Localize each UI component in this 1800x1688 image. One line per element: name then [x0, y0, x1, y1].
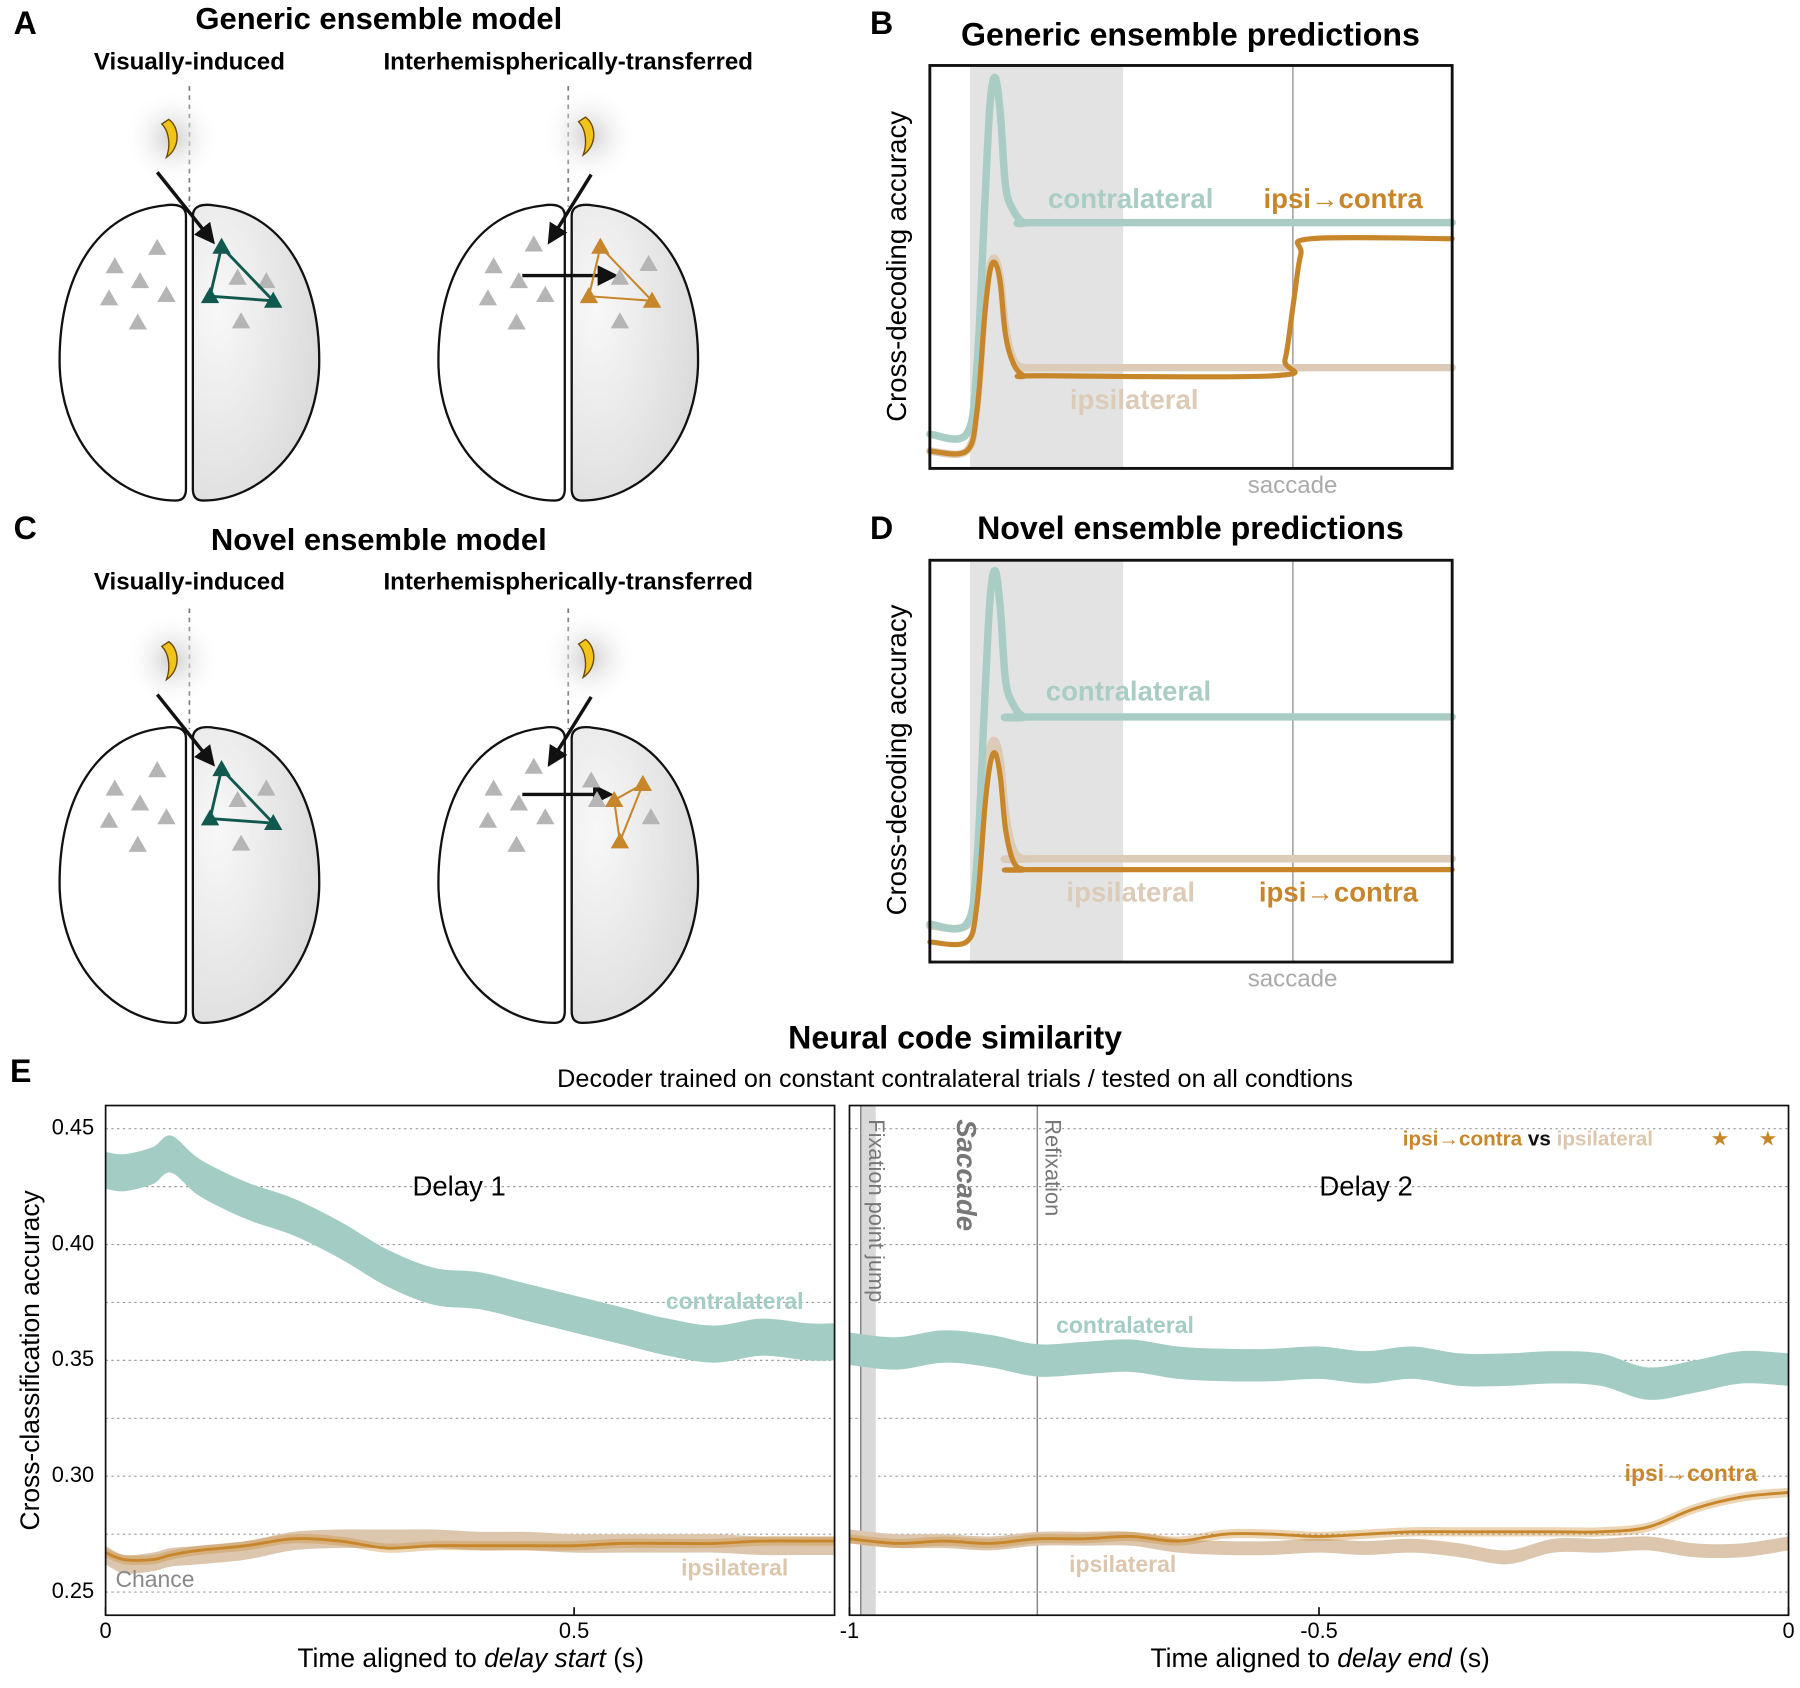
arrow — [155, 171, 215, 245]
significance-marker: ★ — [1759, 1128, 1778, 1151]
event-label: Refixation — [1040, 1119, 1065, 1216]
x-tick-label: -1 — [840, 1618, 859, 1643]
diagram-label: Visually-induced — [94, 569, 285, 596]
plot-frame — [928, 64, 1454, 470]
x-tick-label: -0.5 — [1300, 1618, 1338, 1643]
saccade-label: saccade — [1248, 472, 1338, 499]
diagram-label: Visually-induced — [94, 49, 285, 76]
diagram-label: Interhemispherically-transferred — [383, 569, 753, 596]
series-label: ipsilateral — [681, 1554, 788, 1580]
y-tick-label: 0.45 — [52, 1114, 94, 1139]
ensemble — [208, 243, 277, 303]
plot-frame — [928, 558, 1454, 964]
diagram-label: Interhemispherically-transferred — [383, 49, 753, 76]
x-tick-label: 0.5 — [559, 1618, 589, 1643]
series-label: contralateral — [1046, 676, 1211, 707]
banana-stimulus — [540, 86, 638, 185]
delay-label: Delay 1 — [412, 1170, 505, 1201]
diagram-title: Novel ensemble model — [211, 522, 547, 557]
mean-line — [105, 1537, 835, 1562]
panel-letter: D — [870, 510, 893, 546]
series-label: contralateral — [1056, 1312, 1194, 1338]
x-axis-label-part: Time aligned to — [1150, 1643, 1337, 1673]
saccade-label: saccade — [1248, 966, 1338, 993]
brain-transfer — [438, 608, 698, 1022]
series-line — [926, 566, 1456, 933]
y-axis-label: Cross-decoding accuracy — [881, 604, 912, 915]
y-axis-label: Cross-classification accuracy — [15, 1189, 45, 1530]
x-axis-label: Time aligned to delay end (s) — [1150, 1643, 1489, 1673]
x-tick-label: 0 — [100, 1618, 112, 1643]
accuracy-chart: -1 -0.5 0 Fixation point jump Refixation Sacc… — [840, 1104, 1795, 1673]
significance-label-part: vs — [1522, 1128, 1556, 1151]
banana-stimulus — [123, 611, 222, 710]
x-axis-label-part: (s) — [1452, 1643, 1490, 1673]
prediction-chart: contralateral ipsilateral ipsi→contra Novel… — [881, 510, 1456, 993]
chart-title: Generic ensemble predictions — [961, 16, 1420, 52]
arrow — [547, 173, 593, 245]
series-line — [927, 234, 1455, 457]
delay-label: Delay 2 — [1319, 1170, 1412, 1201]
significance-label: ipsi→contra vs ipsilateral — [1403, 1128, 1653, 1151]
x-tick-label: 0 — [1782, 1618, 1794, 1643]
plot-frame — [848, 1104, 1790, 1617]
error-band — [105, 1533, 835, 1565]
series-label: ipsi→contra — [1625, 1460, 1758, 1486]
chance-label: Chance — [115, 1566, 194, 1592]
panel-letter: E — [10, 1053, 31, 1089]
series-label: contralateral — [1048, 183, 1213, 214]
prediction-chart: contralateral ipsilateral ipsi→contra Gener… — [881, 16, 1456, 499]
ensemble — [208, 766, 277, 825]
series-label: contralateral — [666, 1288, 804, 1314]
brain-visual — [60, 608, 320, 1022]
chart-title: Neural code similarity — [788, 1020, 1122, 1056]
x-axis-label-part: delay end — [1337, 1643, 1453, 1673]
diagram-title: Generic ensemble model — [195, 1, 562, 36]
series-label: ipsilateral — [1070, 384, 1199, 415]
series-label: ipsi→contra — [1259, 877, 1419, 908]
banana-stimulus — [540, 608, 638, 707]
series-line — [926, 73, 1456, 443]
x-axis-label-part: Time aligned to — [297, 1643, 484, 1673]
x-axis-label: Time aligned to delay start (s) — [297, 1643, 644, 1673]
ensemble — [587, 244, 655, 303]
accuracy-chart: 0.25 0.30 0.35 0.40 0.45 0 0.5 contralateral ips… — [15, 1020, 1353, 1673]
banana-stimulus — [123, 88, 222, 187]
error-band — [105, 1135, 835, 1363]
event-label: Fixation point jump — [864, 1119, 889, 1302]
brain-transfer — [438, 86, 698, 500]
series-line — [927, 750, 1455, 948]
panel-letter: C — [14, 510, 37, 546]
diagram-c — [60, 608, 698, 1022]
saccade-label: Saccade — [951, 1119, 982, 1231]
series-label: ipsi→contra — [1264, 183, 1424, 214]
chart-title: Novel ensemble predictions — [977, 510, 1404, 546]
mean-line — [849, 1491, 1789, 1545]
y-tick-label: 0.30 — [52, 1462, 94, 1487]
y-tick-label: 0.40 — [52, 1230, 94, 1255]
significance-marker: ★ — [1711, 1128, 1730, 1151]
ensemble — [613, 781, 645, 846]
diagram-texts: A B C D E Generic ensemble model Visuall… — [10, 1, 893, 1089]
arrow — [547, 695, 593, 767]
significance-label-part: ipsi→contra — [1403, 1128, 1523, 1151]
series-label: ipsilateral — [1066, 877, 1195, 908]
panel-letter: A — [14, 5, 37, 41]
series-label: ipsilateral — [1069, 1551, 1176, 1577]
significance-label-part: ipsilateral — [1557, 1128, 1653, 1151]
error-band — [849, 1330, 1789, 1400]
chart-subtitle: Decoder trained on constant contralatera… — [557, 1065, 1353, 1093]
plot-frame — [104, 1104, 836, 1617]
x-axis-label-part: (s) — [606, 1643, 644, 1673]
y-axis-label: Cross-decoding accuracy — [881, 111, 912, 422]
brain-visual — [60, 86, 320, 500]
diagram-a — [60, 86, 698, 500]
y-tick-label: 0.35 — [52, 1346, 94, 1371]
x-axis-label-part: delay start — [484, 1643, 607, 1673]
arrow — [155, 693, 215, 767]
y-tick-label: 0.25 — [52, 1578, 94, 1603]
panel-letter: B — [870, 5, 893, 41]
